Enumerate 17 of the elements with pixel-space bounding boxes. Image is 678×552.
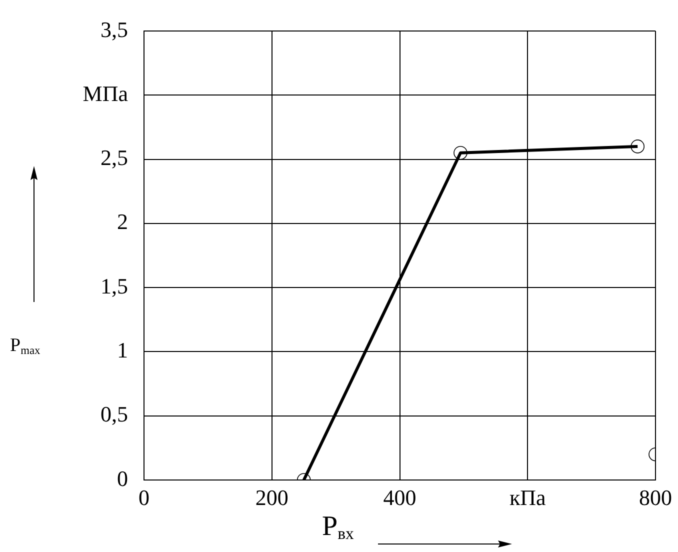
x-tick-label: 800 [639,484,672,510]
y-tick-label: 2 [117,209,128,234]
y-axis-title: P$_{max}$ [10,334,40,359]
y-tick-label: 0 [117,466,128,491]
point [630,140,644,154]
x-tick-label: 200 [255,484,288,510]
x-axis-title: P$_{вх}$ [322,510,354,546]
x-tick-label: 0 [138,484,150,510]
y-tick-label: МПа [82,80,128,106]
y-tick-label: 2,5 [100,145,128,170]
y-tick-label: 3,5 [100,16,128,42]
x-tick-label: 400 [383,484,416,510]
y-tick-label: 0,5 [100,402,128,427]
point [454,146,468,160]
y-tick-label: 1,5 [100,273,128,298]
y-tick-label: 1 [117,337,128,362]
x-tick-label: кПа [509,484,546,510]
